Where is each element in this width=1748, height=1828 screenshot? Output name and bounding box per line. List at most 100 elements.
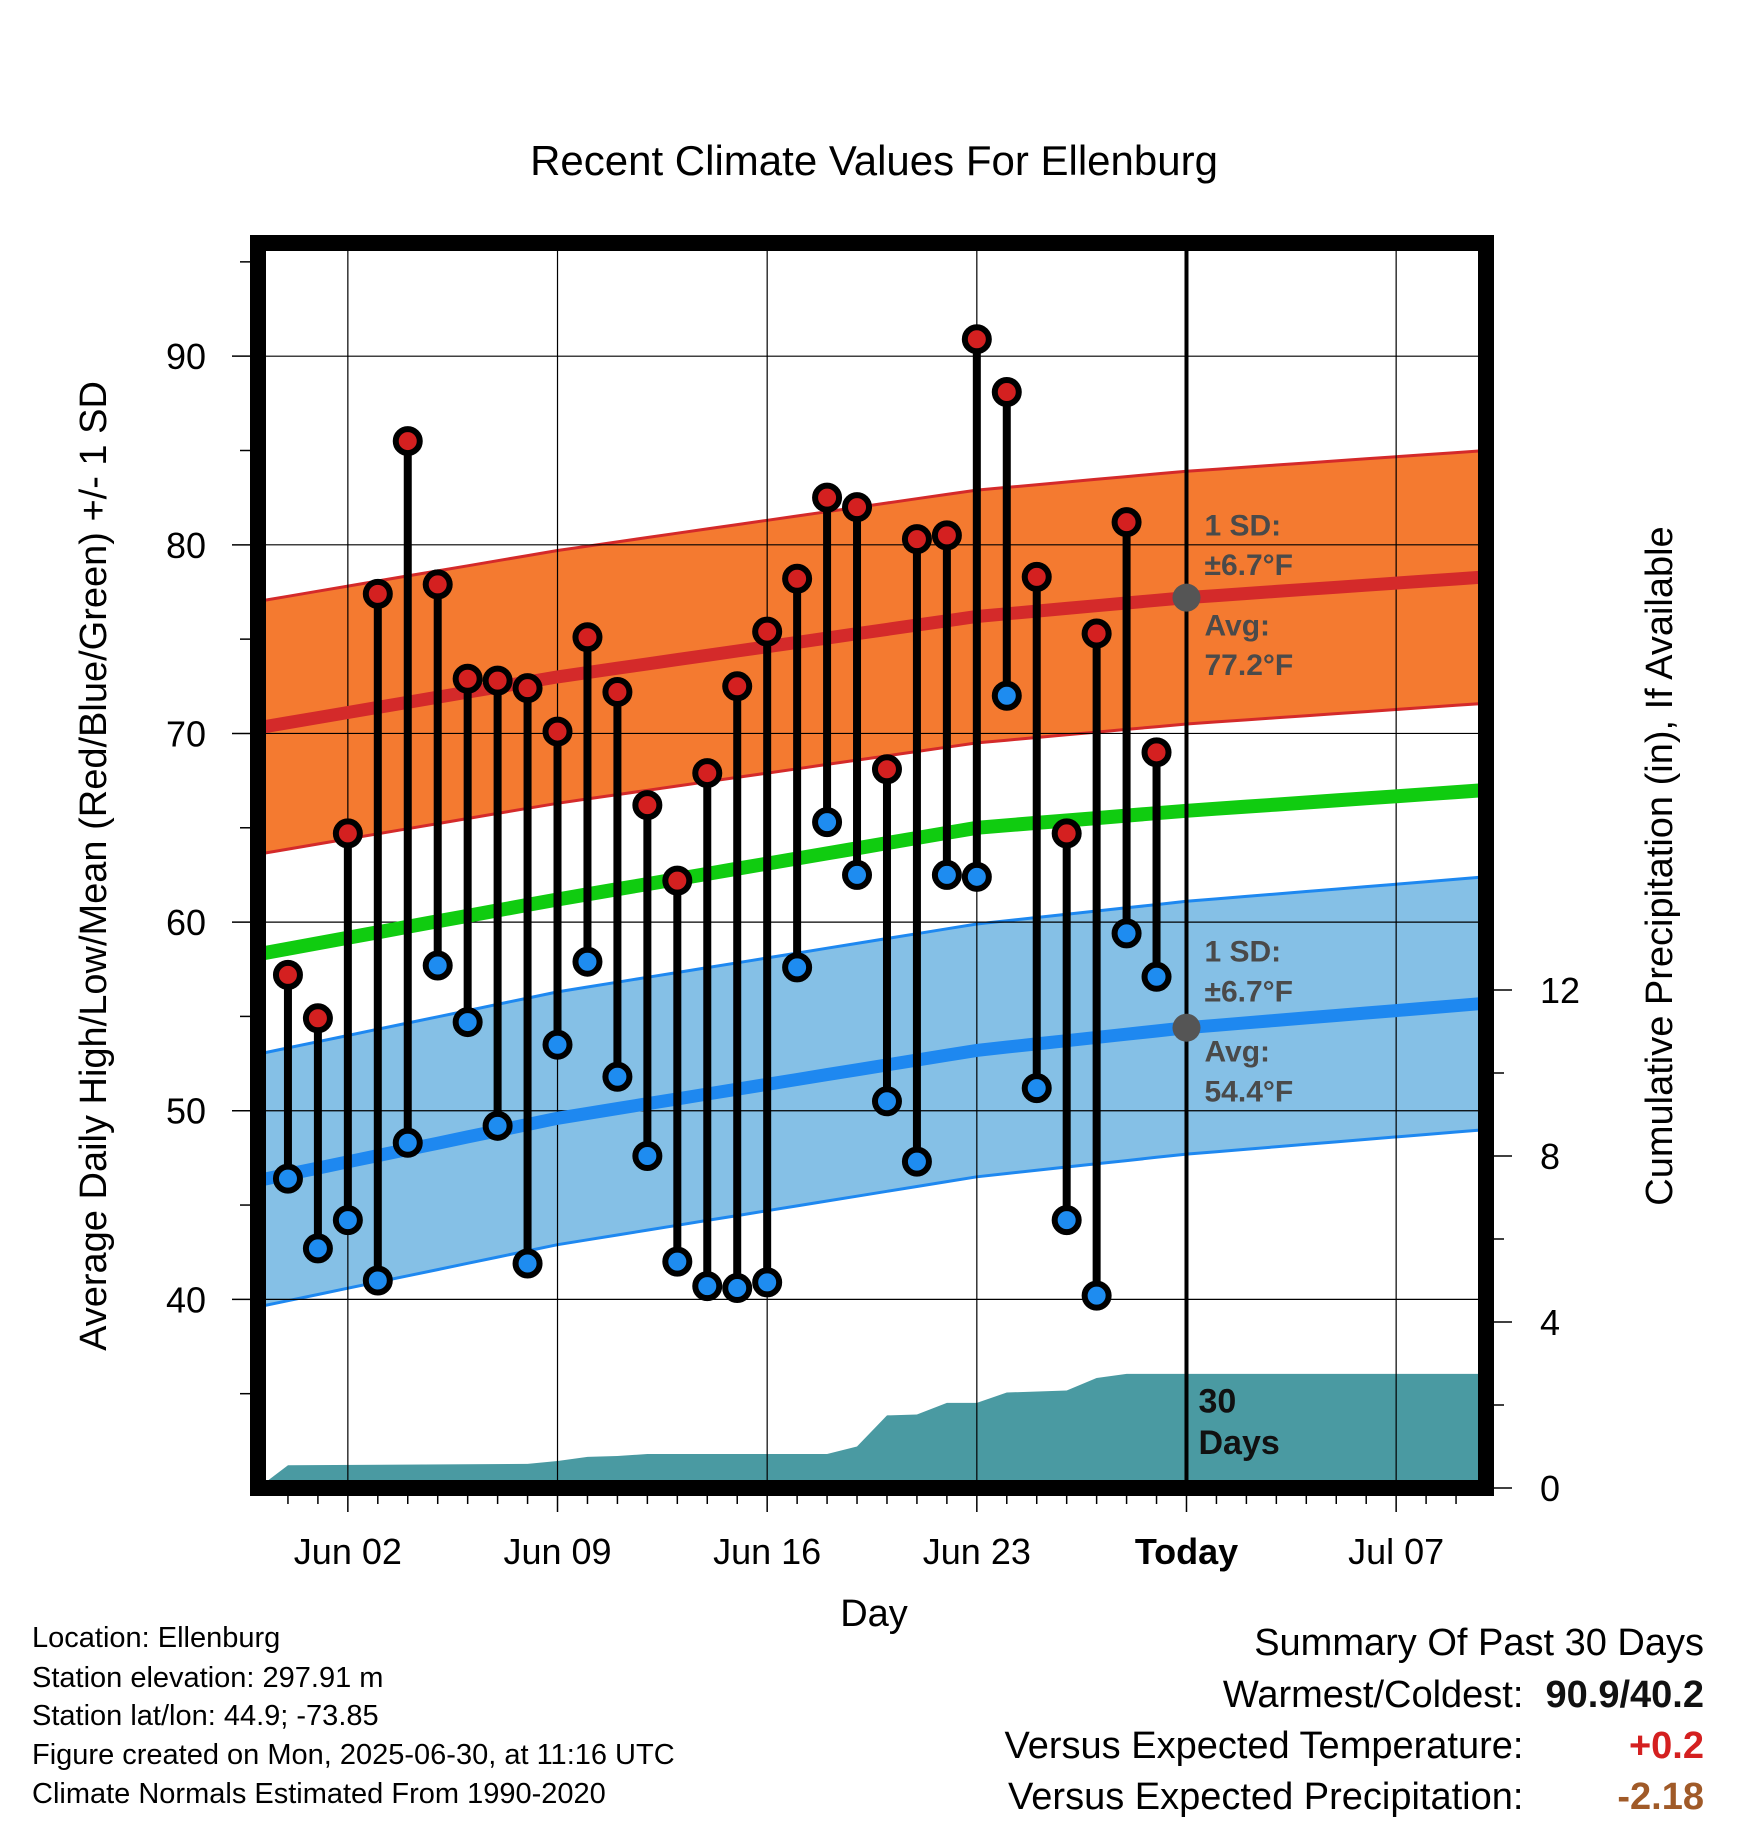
today-low-marker xyxy=(1172,1013,1201,1042)
chart-title: Recent Climate Values For Ellenburg xyxy=(530,137,1218,184)
low-point xyxy=(482,1110,513,1141)
y-axis-label: Average Daily High/Low/Mean (Red/Blue/Gr… xyxy=(73,381,115,1351)
summary-warmest-label: Warmest/Coldest: xyxy=(1222,1674,1524,1716)
days-count-label: 30 xyxy=(1198,1383,1236,1421)
y-tick-label: 80 xyxy=(166,525,206,566)
summary-warmest-row: Warmest/Coldest: 90.9/40.2 xyxy=(1223,1674,1704,1717)
info-created: Figure created on Mon, 2025-06-30, at 11… xyxy=(32,1739,675,1771)
high-point xyxy=(1021,561,1052,592)
y-tick-label: 50 xyxy=(166,1091,206,1132)
high-point xyxy=(632,790,663,821)
info-normals: Climate Normals Estimated From 1990-2020 xyxy=(32,1778,606,1810)
low-point xyxy=(901,1146,932,1177)
high-sd-value: ±6.7°F xyxy=(1204,549,1293,582)
info-elevation: Station elevation: 297.91 m xyxy=(32,1662,384,1694)
high-point xyxy=(1141,737,1172,768)
low-point xyxy=(842,859,873,890)
low-point xyxy=(632,1141,663,1171)
high-point xyxy=(452,663,483,694)
low-point xyxy=(512,1248,543,1279)
low-point xyxy=(722,1273,753,1304)
days-word-label: Days xyxy=(1198,1424,1279,1462)
low-point xyxy=(662,1246,693,1277)
high-point xyxy=(1051,818,1082,849)
high-point xyxy=(931,520,962,551)
high-point xyxy=(362,578,393,609)
summary-precip-row: Versus Expected Precipitation: -2.18 xyxy=(1008,1776,1704,1819)
low-point xyxy=(302,1233,333,1264)
high-point xyxy=(512,673,543,704)
x-tick-label: Jun 02 xyxy=(294,1531,402,1572)
low-point xyxy=(961,861,992,892)
low-sd-label: 1 SD: xyxy=(1204,936,1281,969)
x-tick-label: Jun 16 xyxy=(713,1531,821,1572)
high-point xyxy=(871,754,902,785)
summary-temp-value: +0.2 xyxy=(1628,1725,1704,1767)
high-point xyxy=(752,616,783,647)
low-point xyxy=(392,1127,423,1158)
low-point xyxy=(422,950,453,981)
high-sd-label: 1 SD: xyxy=(1204,509,1281,542)
low-point xyxy=(991,680,1022,711)
high-point xyxy=(692,758,723,789)
y-tick-label: 90 xyxy=(166,336,206,377)
low-point xyxy=(1021,1073,1052,1104)
summary-precip-value: -2.18 xyxy=(1617,1776,1704,1818)
summary-warmest-value: 90.9/40.2 xyxy=(1545,1674,1704,1716)
high-point xyxy=(1081,618,1112,649)
low-point xyxy=(1141,961,1172,992)
high-point xyxy=(272,959,303,990)
low-point xyxy=(272,1163,303,1194)
high-avg-value: 77.2°F xyxy=(1204,649,1293,682)
low-point xyxy=(692,1271,723,1302)
high-point xyxy=(602,676,633,707)
x-axis-label: Day xyxy=(840,1593,908,1635)
x-tick-label: Today xyxy=(1135,1531,1238,1572)
plot-frame xyxy=(250,235,1494,1496)
low-point xyxy=(1081,1280,1112,1311)
avg-mean-line xyxy=(256,783,1487,962)
y-tick-label: 40 xyxy=(166,1279,206,1320)
y2-tick-label: 12 xyxy=(1540,970,1580,1011)
low-point xyxy=(452,1007,483,1038)
low-point xyxy=(752,1267,783,1298)
low-point xyxy=(871,1086,902,1117)
low-point xyxy=(602,1061,633,1092)
summary-temp-row: Versus Expected Temperature: +0.2 xyxy=(1005,1725,1704,1768)
avg-high-line xyxy=(256,570,1487,735)
avg-low-line xyxy=(256,996,1487,1187)
low-sd-value: ±6.7°F xyxy=(1204,975,1293,1008)
x-tick-label: Jun 09 xyxy=(503,1531,611,1572)
y2-axis-label: Cumulative Precipitation (in), If Availa… xyxy=(1639,526,1681,1205)
high-point xyxy=(961,324,992,355)
y-tick-label: 60 xyxy=(166,902,206,943)
y-tick-label: 70 xyxy=(166,713,206,754)
y2-tick-label: 0 xyxy=(1540,1468,1560,1509)
summary-title: Summary Of Past 30 Days xyxy=(1254,1622,1704,1664)
today-high-marker xyxy=(1172,583,1201,612)
high-point xyxy=(542,716,573,747)
low-point xyxy=(1051,1205,1082,1236)
high-point xyxy=(722,671,753,702)
low-avg-value: 54.4°F xyxy=(1204,1075,1293,1108)
info-location: Location: Ellenburg xyxy=(32,1622,281,1654)
low-avg-label: Avg: xyxy=(1204,1036,1270,1069)
x-tick-label: Jun 23 xyxy=(923,1531,1031,1572)
high-point xyxy=(332,818,363,849)
plot-area: 1 SD: ±6.7°F Avg: 77.2°F 1 SD: ±6.7°F Avg: 54.4… xyxy=(166,235,1580,1572)
high-point xyxy=(1111,507,1142,538)
low-point xyxy=(931,859,962,890)
high-point xyxy=(392,426,423,457)
low-point xyxy=(1111,918,1142,949)
high-point xyxy=(572,622,603,653)
summary-temp-label: Versus Expected Temperature: xyxy=(1004,1725,1524,1767)
high-point xyxy=(991,377,1022,408)
low-sd-band xyxy=(256,875,1488,1309)
high-point xyxy=(482,665,513,696)
info-latlon: Station lat/lon: 44.9; -73.85 xyxy=(32,1700,379,1732)
summary-precip-label: Versus Expected Precipitation: xyxy=(1008,1776,1524,1818)
low-point xyxy=(572,946,603,977)
precip-area xyxy=(258,1373,1486,1488)
high-point xyxy=(842,492,873,523)
